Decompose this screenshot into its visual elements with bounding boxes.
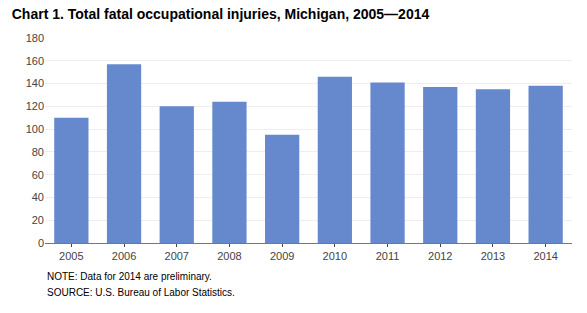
- svg-text:2008: 2008: [217, 250, 241, 262]
- svg-text:2007: 2007: [165, 250, 189, 262]
- svg-text:0: 0: [38, 237, 44, 249]
- svg-text:2005: 2005: [59, 250, 83, 262]
- svg-text:2009: 2009: [270, 250, 294, 262]
- svg-text:60: 60: [32, 169, 44, 181]
- svg-text:2010: 2010: [323, 250, 347, 262]
- svg-text:2006: 2006: [112, 250, 136, 262]
- svg-text:2014: 2014: [533, 250, 557, 262]
- svg-text:2011: 2011: [376, 250, 400, 262]
- svg-text:20: 20: [32, 214, 44, 226]
- svg-text:80: 80: [32, 146, 44, 158]
- svg-text:140: 140: [26, 77, 44, 89]
- svg-text:2013: 2013: [481, 250, 505, 262]
- svg-text:100: 100: [26, 123, 44, 135]
- svg-text:120: 120: [26, 100, 44, 112]
- svg-text:NOTE: Data for 2014 are prelim: NOTE: Data for 2014 are preliminary.: [47, 271, 212, 282]
- svg-text:180: 180: [26, 32, 44, 44]
- svg-text:40: 40: [32, 191, 44, 203]
- svg-text:Chart 1. Total fatal occupatio: Chart 1. Total fatal occupational injuri…: [12, 6, 430, 22]
- svg-text:2012: 2012: [428, 250, 452, 262]
- svg-text:160: 160: [26, 55, 44, 67]
- svg-text:SOURCE: U.S. Bureau of Labor S: SOURCE: U.S. Bureau of Labor Statistics.: [47, 287, 235, 298]
